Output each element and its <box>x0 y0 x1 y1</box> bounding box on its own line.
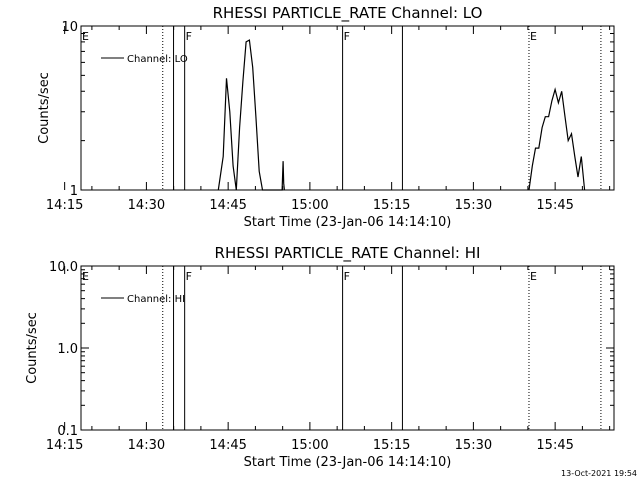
x-tick-label: 14:30 <box>128 198 165 213</box>
plot-frame <box>80 265 615 431</box>
series-line-segment <box>217 39 285 191</box>
y-axis-label: Counts/sec <box>25 312 40 384</box>
y-tick-label: 1 <box>70 184 78 199</box>
legend-label: Channel: HI <box>127 294 185 305</box>
flag-label: E <box>82 270 89 283</box>
x-tick-label: 14:15 <box>46 198 83 213</box>
y-tick-label: 10.0 <box>49 260 78 275</box>
flag-label: F <box>186 270 192 283</box>
x-tick-label: 15:15 <box>373 198 410 213</box>
chart-panel-hi: RHESSI PARTICLE_RATE Channel: HI 14:15 14:… <box>25 244 615 470</box>
x-axis-label: Start Time (23-Jan-06 14:14:10) <box>244 215 452 230</box>
x-tick-label: 15:45 <box>536 438 573 453</box>
chart-title: RHESSI PARTICLE_RATE Channel: LO <box>213 4 483 23</box>
flag-label: F <box>344 270 350 283</box>
x-tick-label: 14:45 <box>209 198 246 213</box>
chart-title: RHESSI PARTICLE_RATE Channel: HI <box>215 244 481 263</box>
x-tick-label: 15:15 <box>373 438 410 453</box>
x-tick-label: 15:00 <box>291 198 328 213</box>
y-axis-label: Counts/sec <box>37 72 52 144</box>
plot-frame <box>80 25 615 191</box>
x-tick-label: 15:30 <box>455 438 492 453</box>
y-tick-label: 0.1 <box>57 424 78 439</box>
flag-label: F <box>344 30 350 43</box>
series-line-segment <box>528 87 586 191</box>
x-axis-label: Start Time (23-Jan-06 14:14:10) <box>244 455 452 470</box>
plot-timestamp: 13-Oct-2021 19:54 <box>561 469 637 478</box>
x-tick-label: 14:45 <box>209 438 246 453</box>
flag-label: E <box>82 30 89 43</box>
flag-label: E <box>530 30 537 43</box>
legend-label: Channel: LO <box>127 54 188 65</box>
x-tick-label: 15:00 <box>291 438 328 453</box>
y-tick-label: 10 <box>61 20 78 35</box>
flag-label: F <box>186 30 192 43</box>
x-tick-label: 15:30 <box>455 198 492 213</box>
x-tick-label: 14:15 <box>46 438 83 453</box>
x-tick-label: 14:30 <box>128 438 165 453</box>
flag-label: E <box>530 270 537 283</box>
y-tick-label: 1.0 <box>57 342 78 357</box>
chart-panel-lo: RHESSI PARTICLE_RATE Channel: LO 14:15 14:… <box>37 4 615 230</box>
x-tick-label: 15:45 <box>536 198 573 213</box>
